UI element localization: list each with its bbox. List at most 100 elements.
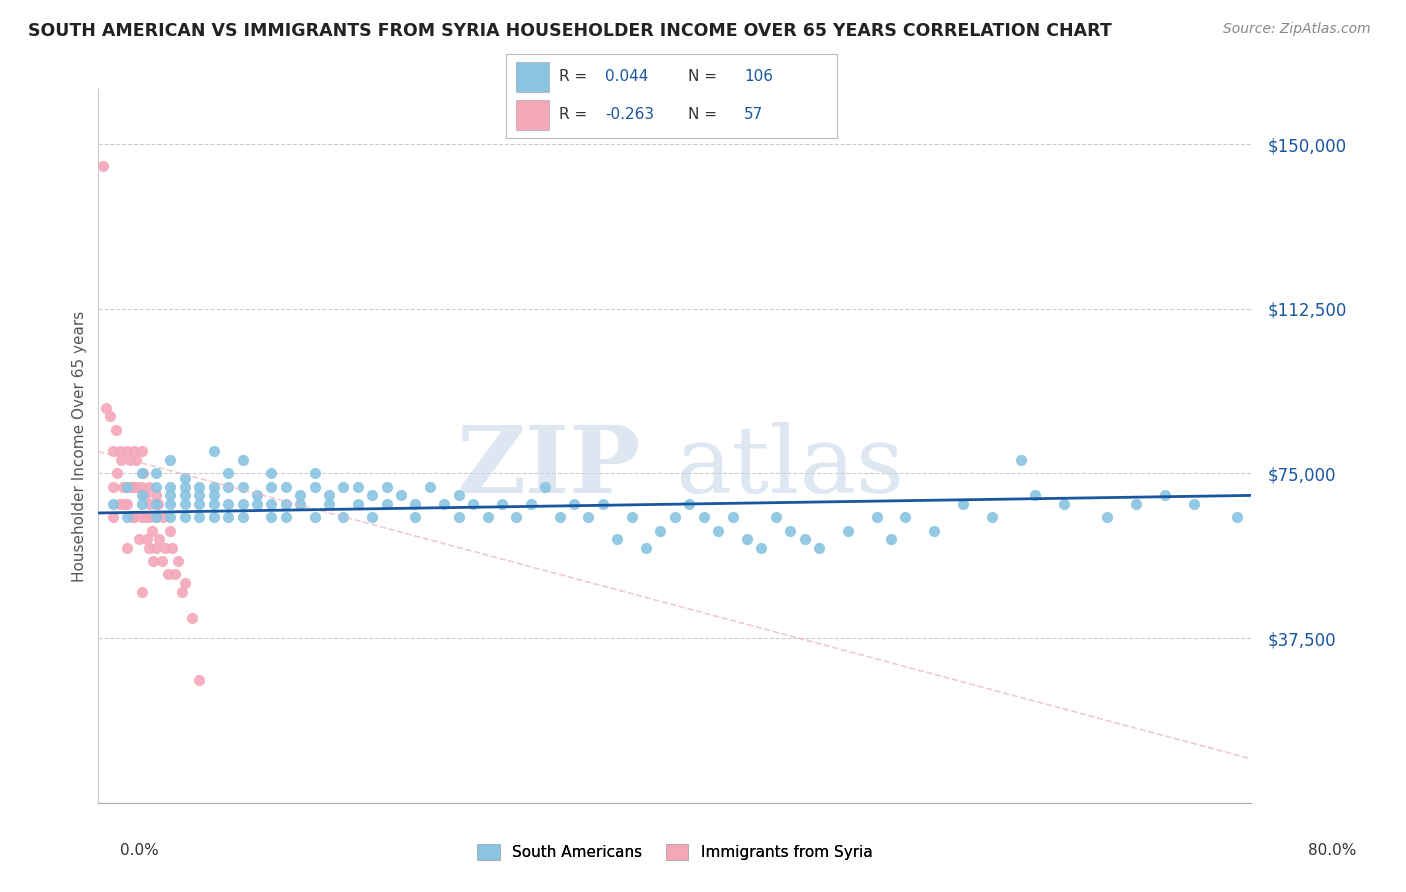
Point [101, 480, 124, 494]
Point [159, 510, 181, 524]
Point [520, 497, 543, 511]
Point [332, 480, 354, 494]
Point [202, 497, 225, 511]
Point [122, 510, 145, 524]
Text: 0.044: 0.044 [605, 70, 648, 85]
Point [138, 480, 160, 494]
Point [188, 510, 211, 524]
Point [304, 480, 326, 494]
Point [202, 488, 225, 502]
Point [260, 480, 283, 494]
Text: 106: 106 [744, 70, 773, 85]
Point [131, 497, 153, 511]
Point [131, 488, 153, 502]
Point [132, 467, 155, 481]
Point [274, 480, 297, 494]
Point [477, 510, 499, 524]
Text: R =: R = [560, 107, 588, 122]
Point [1053, 497, 1076, 511]
Point [461, 497, 484, 511]
Point [419, 480, 441, 494]
Point [202, 444, 225, 458]
Point [145, 467, 167, 481]
Text: 80.0%: 80.0% [1309, 843, 1357, 858]
Point [217, 510, 239, 524]
Text: N =: N = [688, 107, 717, 122]
Point [124, 444, 146, 458]
Point [405, 497, 427, 511]
Point [260, 467, 283, 481]
Point [120, 453, 142, 467]
Point [260, 497, 283, 511]
Text: 57: 57 [744, 107, 763, 122]
Point [304, 467, 326, 481]
Point [880, 533, 903, 547]
Point [110, 453, 132, 467]
Point [202, 510, 225, 524]
Point [562, 497, 585, 511]
Point [145, 541, 167, 555]
Point [112, 497, 135, 511]
Point [260, 510, 283, 524]
Point [111, 480, 134, 494]
Point [217, 480, 239, 494]
Point [1182, 497, 1205, 511]
Point [505, 510, 527, 524]
Point [837, 524, 859, 538]
Point [636, 541, 658, 555]
Point [159, 488, 181, 502]
Point [94, 401, 117, 415]
Point [274, 497, 297, 511]
Point [304, 510, 326, 524]
Point [145, 497, 167, 511]
Point [174, 497, 197, 511]
Text: 0.0%: 0.0% [120, 843, 159, 858]
Point [104, 423, 127, 437]
Point [159, 480, 181, 494]
Point [105, 467, 128, 481]
Point [117, 497, 139, 511]
Point [290, 497, 312, 511]
Point [375, 497, 398, 511]
Point [779, 524, 801, 538]
Point [124, 510, 146, 524]
Point [174, 480, 197, 494]
Point [166, 554, 188, 568]
Point [202, 480, 225, 494]
Point [174, 576, 197, 591]
Point [174, 471, 197, 485]
Point [231, 497, 254, 511]
Point [150, 554, 173, 568]
Point [735, 533, 758, 547]
Y-axis label: Householder Income Over 65 years: Householder Income Over 65 years [72, 310, 87, 582]
Point [174, 510, 197, 524]
Point [1226, 510, 1249, 524]
Point [108, 444, 131, 458]
Bar [516, 62, 550, 92]
Point [318, 488, 340, 502]
Point [139, 497, 162, 511]
Point [346, 497, 368, 511]
Point [159, 497, 181, 511]
Point [808, 541, 831, 555]
Point [491, 497, 513, 511]
Bar [516, 100, 550, 130]
Point [117, 541, 139, 555]
Point [117, 510, 139, 524]
Point [145, 510, 167, 524]
Point [153, 541, 176, 555]
Point [231, 480, 254, 494]
Point [534, 480, 557, 494]
Point [447, 488, 470, 502]
Point [159, 453, 181, 467]
Point [274, 510, 297, 524]
Point [231, 510, 254, 524]
Point [664, 510, 686, 524]
Point [188, 480, 211, 494]
Point [405, 510, 427, 524]
Text: atlas: atlas [675, 423, 904, 512]
Point [231, 453, 254, 467]
Point [131, 510, 153, 524]
Point [131, 585, 153, 599]
Point [361, 488, 384, 502]
